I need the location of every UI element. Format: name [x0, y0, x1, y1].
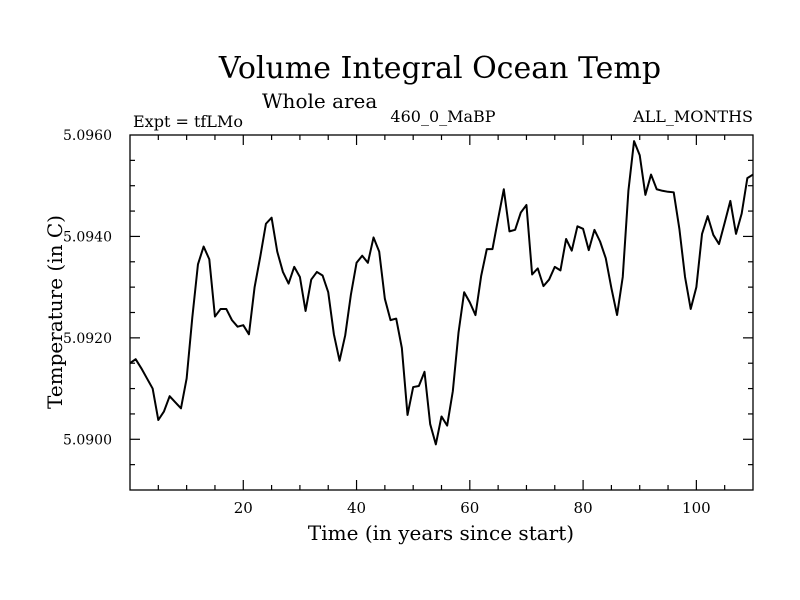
- x-tick-label: 60: [460, 499, 479, 517]
- plot-frame: [129, 134, 754, 491]
- y-axis-label: Temperature (in C): [43, 215, 67, 409]
- x-tick-label: 40: [347, 499, 366, 517]
- x-tick-label: 100: [682, 499, 711, 517]
- temperature-series-line: [129, 140, 754, 446]
- x-axis-label: Time (in years since start): [308, 521, 574, 545]
- chart-subtitle: Whole area: [262, 89, 377, 113]
- y-tick-label: 5.0940: [63, 229, 112, 245]
- x-tick-label: 20: [234, 499, 253, 517]
- axis-ticks: [130, 135, 753, 490]
- y-tick-label: 5.0900: [63, 432, 112, 448]
- x-tick-label: 80: [574, 499, 593, 517]
- y-tick-label: 5.0960: [63, 128, 112, 144]
- chart-title: Volume Integral Ocean Temp: [218, 51, 661, 86]
- y-tick-label: 5.0920: [63, 331, 112, 347]
- axis-tick-labels: 20 40 60 80 100 5.0900 5.0920 5.0940 5.0960: [63, 128, 711, 517]
- annotation-months: ALL_MONTHS: [632, 107, 753, 126]
- annotation-period: 460_0_MaBP: [390, 107, 495, 126]
- annotation-experiment: Expt = tfLMo: [133, 112, 243, 131]
